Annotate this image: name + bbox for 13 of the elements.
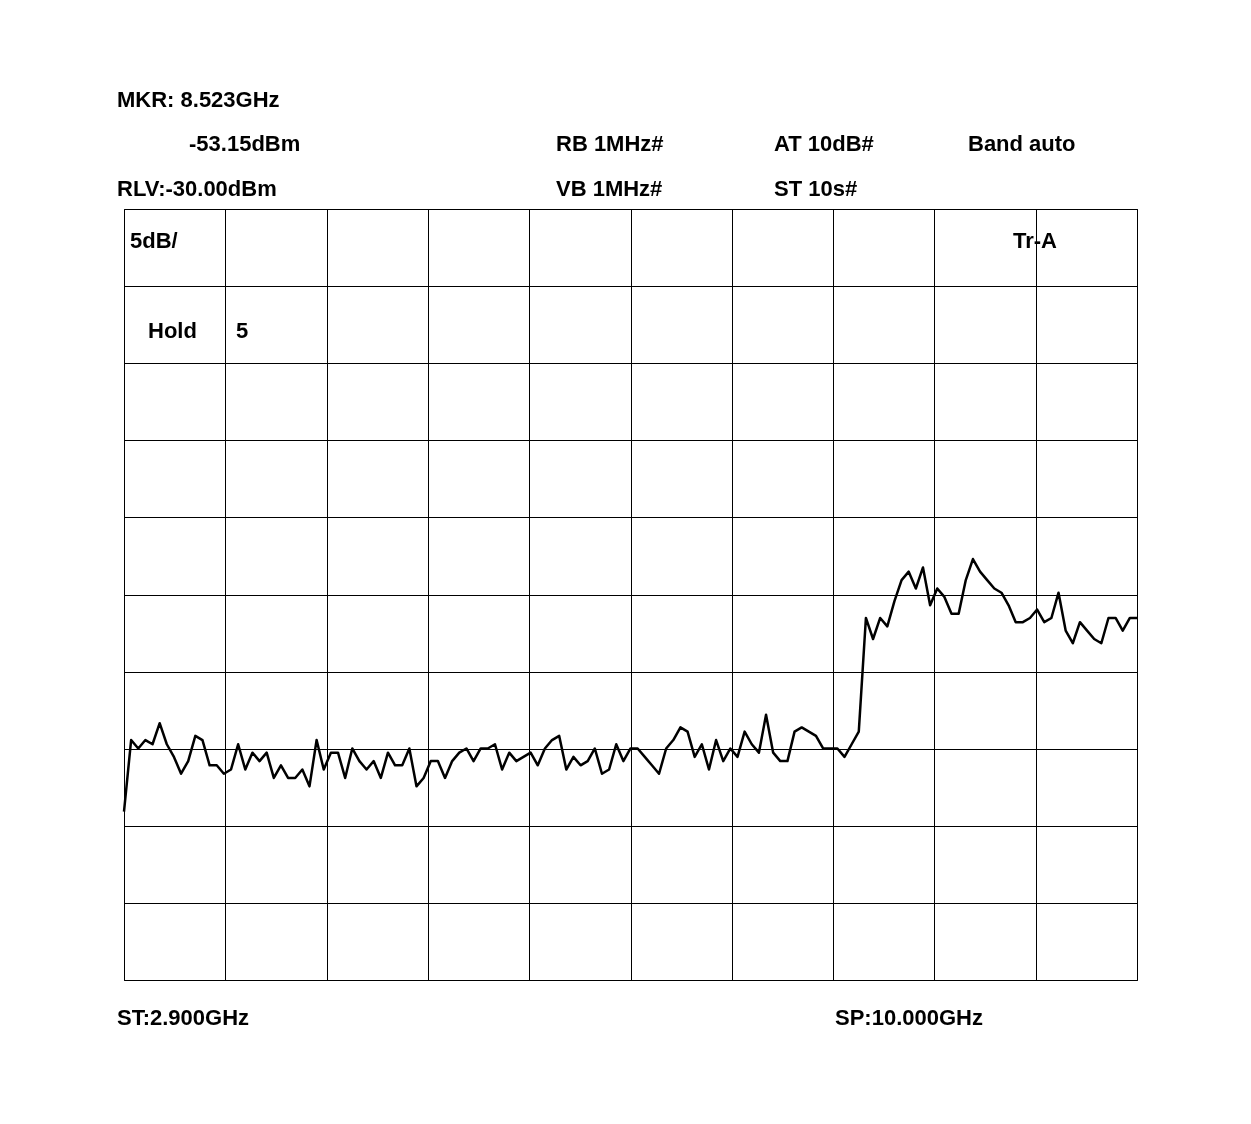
text: 5dB/ <box>130 228 178 253</box>
text: Hold <box>148 318 197 343</box>
text: AT 10dB# <box>774 131 874 156</box>
text: VB 1MHz# <box>556 176 663 201</box>
text: 5 <box>236 318 249 343</box>
text: ST:2.900GHz <box>117 1005 250 1030</box>
text: -53.15dBm <box>189 131 301 156</box>
text: SP:10.000GHz <box>835 1005 983 1030</box>
text: ST 10s# <box>774 176 858 201</box>
text: Band auto <box>968 131 1076 156</box>
text: RB 1MHz# <box>556 131 664 156</box>
text: MKR: 8.523GHz <box>117 87 280 112</box>
text: RLV:-30.00dBm <box>117 176 277 201</box>
